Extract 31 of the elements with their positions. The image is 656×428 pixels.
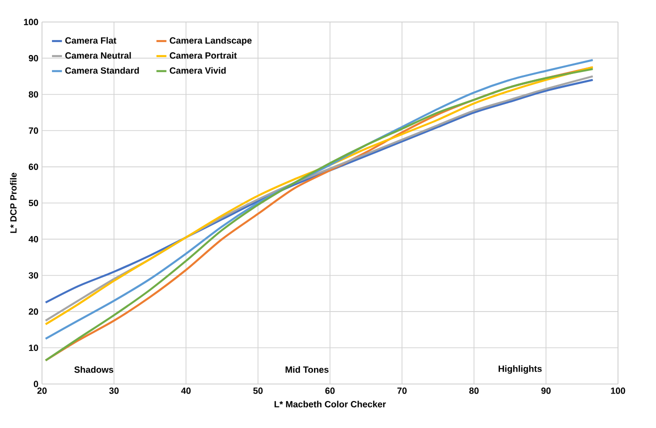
y-tick-label: 60 <box>28 164 38 170</box>
annotation: Mid Tones <box>286 366 329 373</box>
x-tick-label: 60 <box>325 388 335 394</box>
legend-label: Camera Neutral <box>65 52 131 59</box>
annotation: Shadows <box>74 366 114 373</box>
legend-label: Camera Flat <box>65 37 116 44</box>
legend-label: Camera Portrait <box>170 52 237 59</box>
x-tick-label: 90 <box>541 388 551 394</box>
x-axis-title: L* Macbeth Color Checker <box>274 400 386 408</box>
y-tick-label: 70 <box>28 127 38 134</box>
y-axis-title: L* DCP Profile <box>10 172 17 233</box>
y-tick-label: 100 <box>24 18 38 26</box>
x-tick-label: 20 <box>37 388 47 394</box>
x-tick-label: 100 <box>611 388 626 394</box>
y-tick-label: 10 <box>29 344 38 351</box>
x-tick-label: 50 <box>253 388 263 394</box>
x-tick-label: 70 <box>397 388 407 394</box>
y-tick-label: 40 <box>28 236 38 242</box>
y-tick-label: 80 <box>28 91 38 98</box>
legend-label: Camera Standard <box>65 67 139 74</box>
y-tick-label: 0 <box>34 380 38 388</box>
legend-label: Camera Vivid <box>170 67 226 74</box>
x-tick-label: 40 <box>181 388 191 394</box>
x-tick-label: 30 <box>109 388 119 394</box>
annotation: Highlights <box>498 365 542 374</box>
y-tick-label: 50 <box>28 200 38 206</box>
y-tick-label: 30 <box>28 272 38 279</box>
x-tick-label: 80 <box>469 388 479 394</box>
y-tick-label: 90 <box>28 55 38 62</box>
legend-label: Camera Landscape <box>170 37 252 46</box>
y-tick-label: 20 <box>28 308 38 315</box>
